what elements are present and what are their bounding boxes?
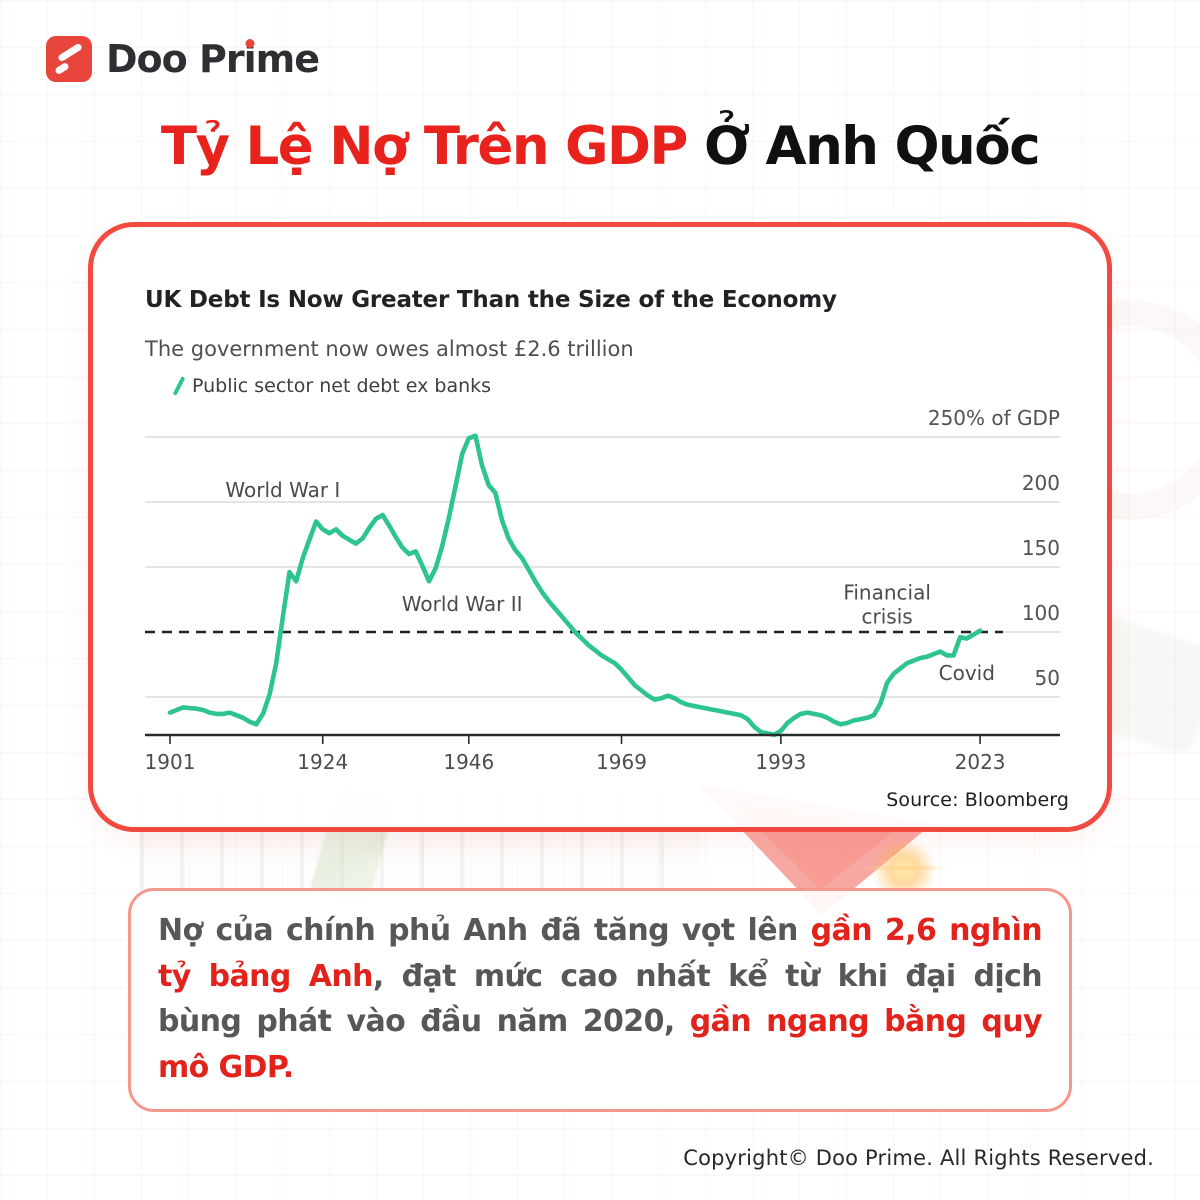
wordmark-part: Doo Pr [106,37,245,81]
y-axis-label-100: 100 [1022,601,1060,625]
y-axis-label-150: 150 [1022,536,1060,560]
debt-chart-svg: 250% of GDP 200 150 100 50 1901 1924 1946 1969 19… [145,406,1060,774]
annotation-world-war-i: World War I [225,478,340,502]
legend-line-icon [172,376,186,396]
page-title-black: Ở Anh Quốc [703,116,1041,177]
legend-label: Public sector net debt ex banks [192,375,492,397]
chart-source: Source: Bloomberg [886,789,1069,811]
x-axis-label-1946: 1946 [443,750,494,774]
debt-line-series [167,433,983,738]
y-axis-label-250: 250% of GDP [928,407,1060,430]
chart-subtitle: The government now owes almost £2.6 tril… [145,337,634,361]
wordmark-i-with-red-dot: i [243,37,257,81]
x-axis-label-1924: 1924 [297,750,348,774]
annotation-world-war-ii: World War II [402,592,523,616]
wordmark-part: me [255,37,320,81]
highlight-red-text: gần 2,6 nghìn tỷ bảng Anh [158,913,1043,994]
chart-card: UK Debt Is Now Greater Than the Size of … [88,222,1112,832]
chart-legend: Public sector net debt ex banks [172,375,492,397]
annotation-covid: Covid [939,661,995,685]
doo-prime-logo-icon [46,36,92,82]
body-text: , đạt mức cao nhất kể từ khi đại dịch bù… [158,958,1043,1040]
summary-callout-box: Nợ của chính phủ Anh đã tăng vọt lên gần… [128,888,1072,1113]
debt-line-chart: 250% of GDP 200 150 100 50 1901 1924 1946 1969 19… [145,406,1065,779]
y-axis-label-200: 200 [1022,471,1060,495]
page-title: Tỷ Lệ Nợ Trên GDP Ở Anh Quốc [0,116,1200,177]
x-axis-label-1969: 1969 [596,750,647,774]
summary-text: Nợ của chính phủ Anh đã tăng vọt lên gần… [158,908,1043,1090]
x-axis-label-1993: 1993 [755,750,806,774]
y-axis-label-50: 50 [1035,666,1060,690]
copyright-text: Copyright© Doo Prime. All Rights Reserve… [683,1146,1154,1170]
x-axis-label-2023: 2023 [955,750,1006,774]
doo-prime-logo: Doo Prime [46,36,320,82]
page-title-red: Tỷ Lệ Nợ Trên GDP [160,116,688,177]
doo-prime-wordmark: Doo Prime [106,36,320,82]
x-axis-label-1901: 1901 [145,750,195,774]
annotation-financial-crisis: Financial crisis [843,581,931,629]
chart-title: UK Debt Is Now Greater Than the Size of … [145,287,837,313]
body-text: Nợ của chính phủ Anh đã tăng vọt lên [158,913,811,948]
highlight-red-text: gần ngang bằng quy mô GDP. [158,1004,1043,1085]
